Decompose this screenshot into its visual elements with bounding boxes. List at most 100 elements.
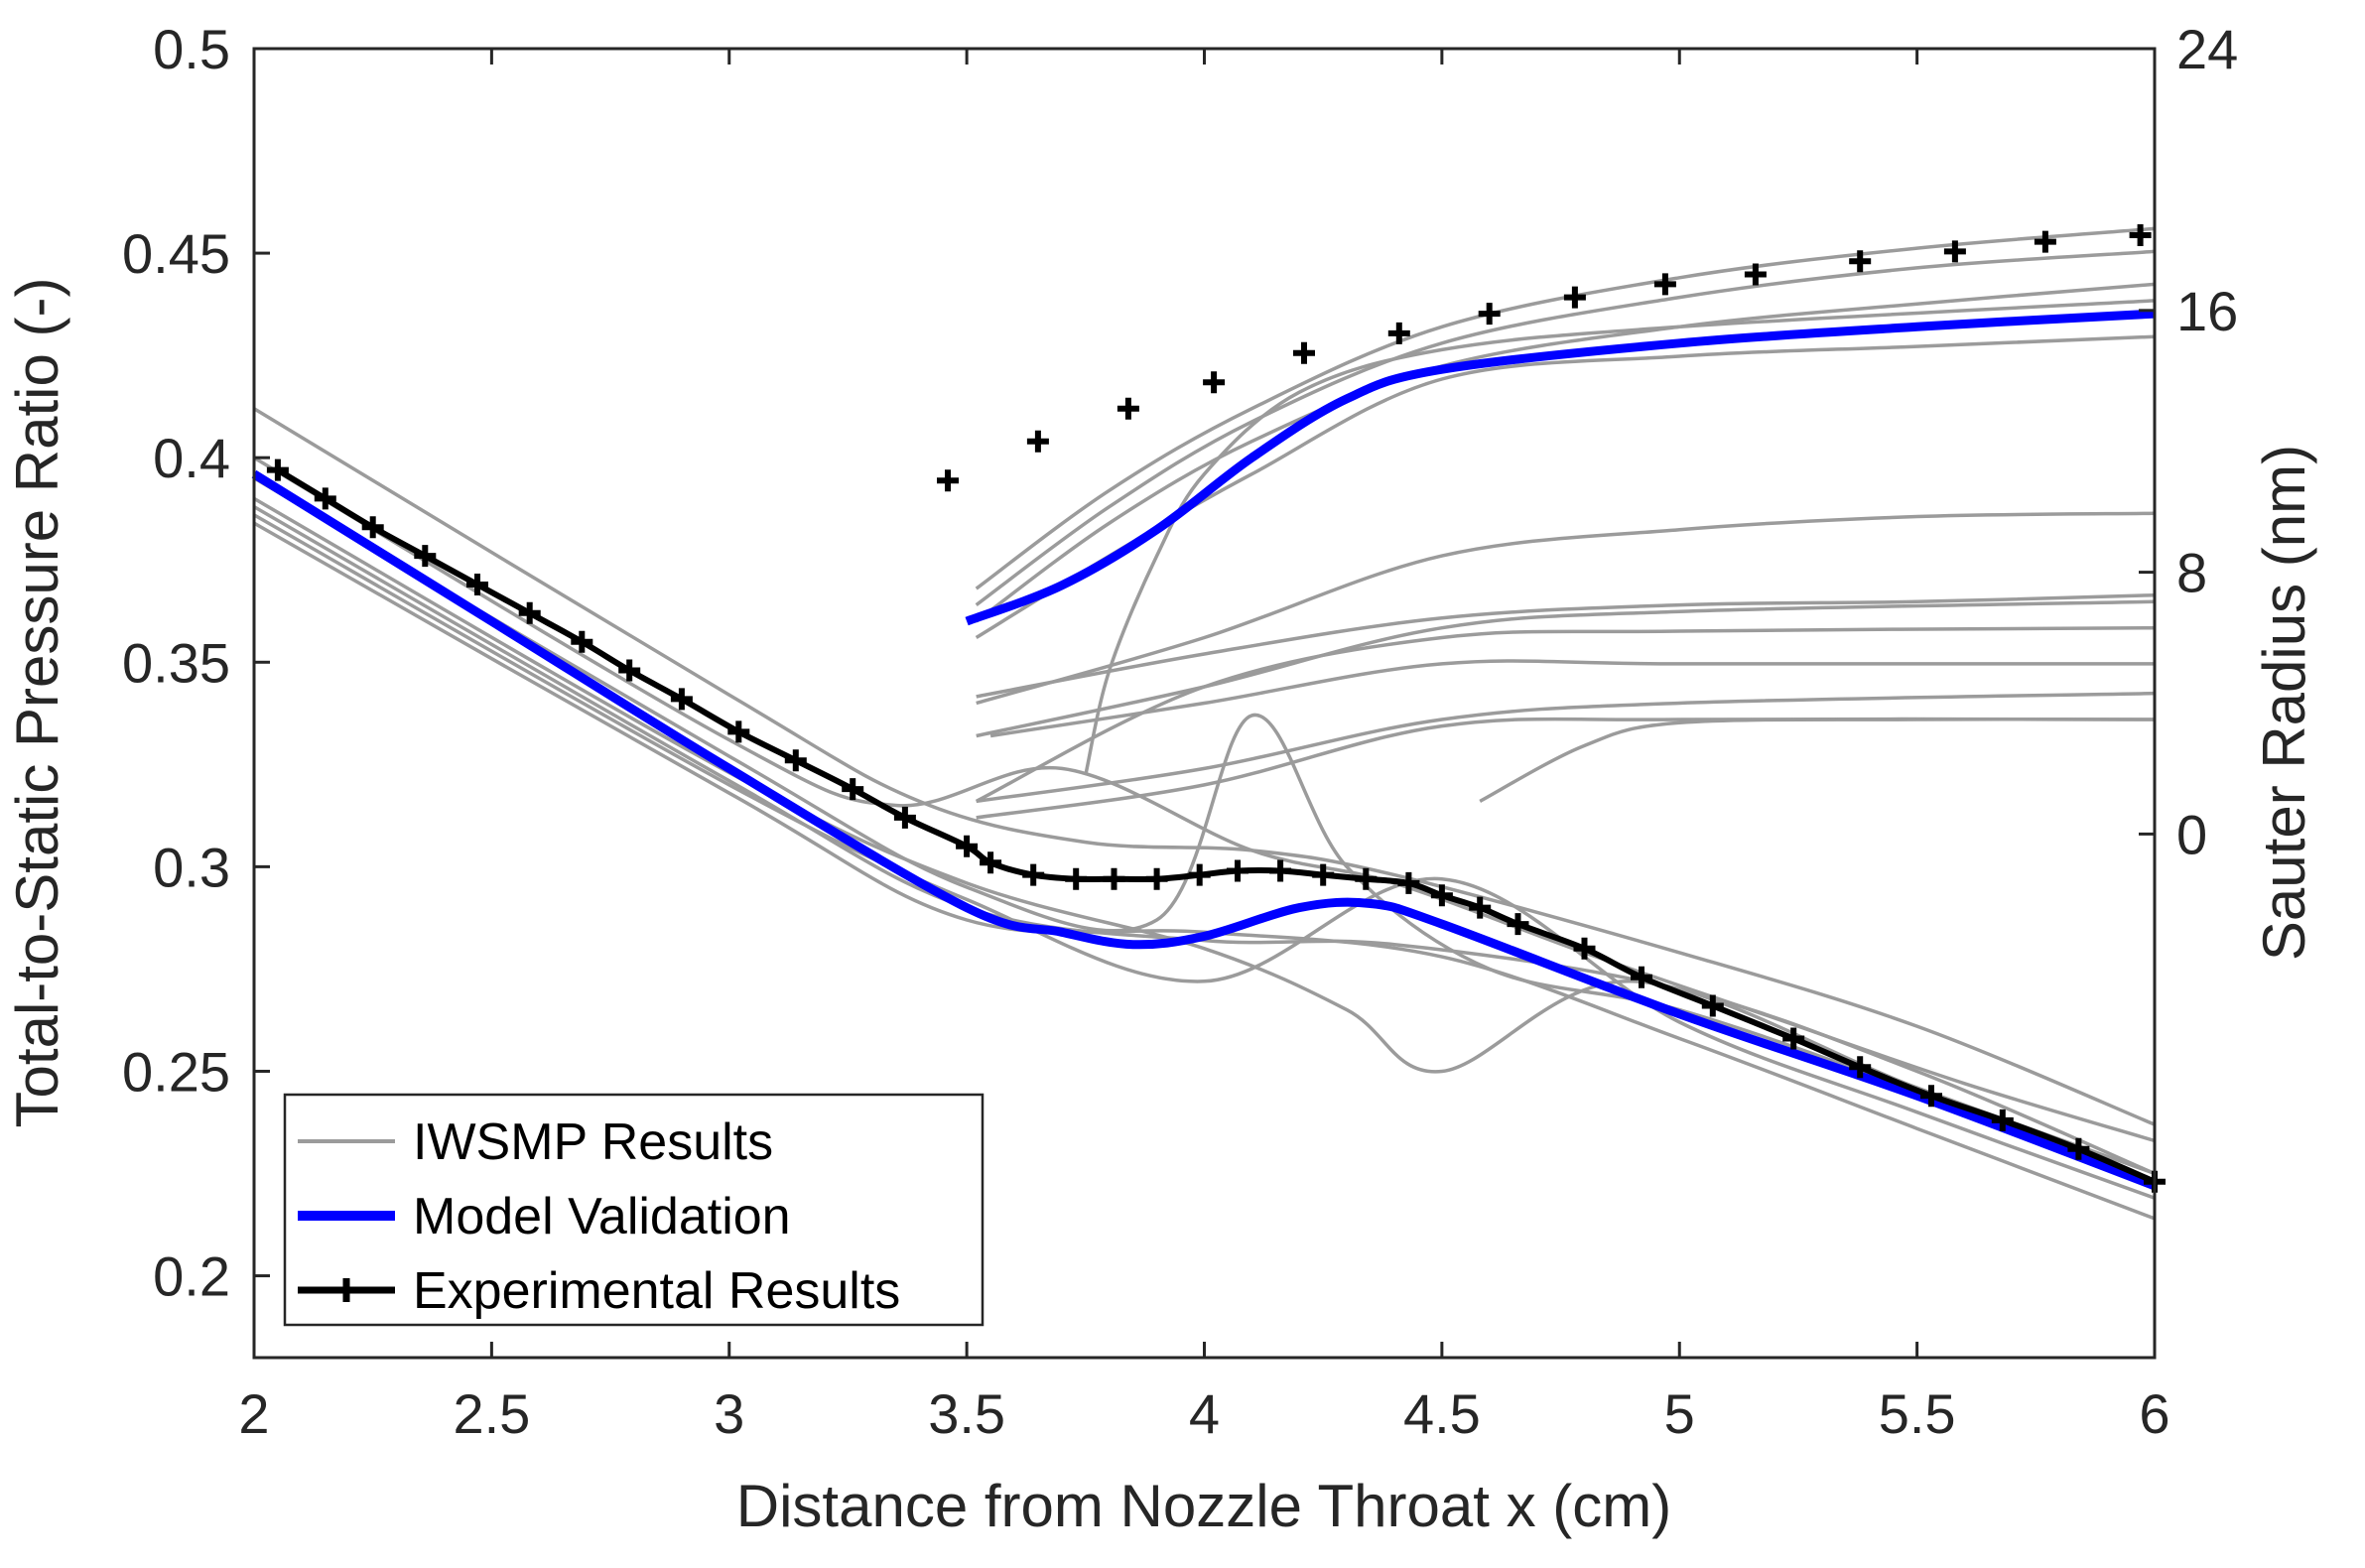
sauter-experimental-marker [2129,224,2152,246]
pressure-experimental-marker [518,601,541,624]
legend-box [283,1093,985,1327]
pressure-experimental-marker [1469,896,1492,919]
pressure-experimental-marker [1430,884,1453,907]
y-left-tick-label: 0.3 [153,836,230,898]
pressure-iwsmp-line [253,513,2156,1200]
pressure-experimental-marker [1701,994,1724,1017]
y-axis-right-label: Sauter Radius (nm) [2251,445,2317,961]
y-right-tick-label: 24 [2176,18,2238,80]
pressure-experimental-marker [670,688,693,711]
sauter-model-validation-line [965,309,2156,626]
sauter-experimental-marker [1478,303,1501,326]
pressure-experimental-marker [956,835,979,857]
pressure-model-validation-line [251,469,2157,1191]
pressure-experimental-marker [893,806,916,829]
x-tick-label: 6 [2139,1382,2169,1445]
sauter-experimental-marker [1293,341,1315,364]
sauter-iwsmp-line [975,282,2156,623]
sauter-experimental-marker [937,469,959,492]
y-axis-left-label: Total-to-Static Pressure Ratio (-) [4,278,70,1128]
pressure-experimental-marker [784,749,807,772]
pressure-experimental-marker [1782,1027,1805,1050]
sauter-iwsmp-line [1479,717,2156,803]
pressure-experimental-line [276,467,2157,1185]
pressure-experimental-marker [2067,1137,2090,1160]
pressure-experimental-marker [314,487,336,510]
sauter-iwsmp-line [976,691,2156,804]
y-left-tick-label: 0.2 [153,1245,230,1308]
sauter-iwsmp-line [975,625,2156,803]
pressure-experimental-marker [1145,867,1168,890]
pressure-experimental-marker [1991,1109,2014,1131]
sauter-iwsmp-line [989,659,2155,738]
pressure-experimental-marker [1022,863,1045,886]
y-right-tick-label: 8 [2176,542,2207,604]
x-tick-label: 4.5 [1403,1382,1481,1445]
sauter-iwsmp-lines [975,226,2156,820]
sauter-experimental-marker [1026,430,1049,453]
legend-label-experimental: Experimental Results [413,1262,900,1320]
pressure-experimental-marker [842,778,864,801]
pressure-experimental-marker [1312,863,1335,886]
x-tick-label: 5 [1664,1382,1695,1445]
pressure-iwsmp-line [253,521,2156,1221]
pressure-experimental-marker [414,545,437,568]
sauter-experimental-marker [1653,273,1676,296]
sauter-iwsmp-line [976,511,2156,706]
sauter-experimental-marker [1117,397,1139,420]
sauter-experimental-marker [1203,371,1226,394]
pressure-experimental-marker [466,574,488,595]
pressure-experimental-marker [1397,871,1420,894]
legend: IWSMP Results Model Validation Experimen… [283,1093,985,1327]
pressure-experimental-marker [1227,859,1248,882]
sauter-experimental-marker [2034,230,2056,253]
pressure-experimental-marker [1188,863,1211,886]
y-left-tick-label: 0.45 [122,222,230,285]
legend-marker-experimental [334,1278,358,1302]
pressure-experimental-marker [1631,966,1652,988]
pressure-experimental-marker [1573,937,1596,960]
y-left-tick-label: 0.5 [153,18,230,80]
x-tick-label: 2 [238,1382,269,1445]
pressure-experimental-marker [1269,859,1292,882]
pressure-experimental-marker [571,630,593,653]
pressure-experimental-marker [1103,867,1125,890]
x-tick-label: 5.5 [1879,1382,1956,1445]
pressure-experimental-marker [1355,867,1378,890]
y-right-tick-label: 16 [2176,280,2238,342]
pressure-experimental-marker [1065,867,1088,890]
x-tick-label: 2.5 [453,1382,530,1445]
pressure-experimental-marker [361,516,384,539]
experimental-lines [276,467,2157,1185]
pressure-experimental-marker [727,720,750,743]
legend-label-iwsmp: IWSMP Results [413,1113,773,1171]
axes-ticks: 2 2.5 3 3.5 4 4.5 5 5.5 6 0.2 0.25 0.3 0.35 0.4 0.45 0.… [122,18,2238,1445]
x-tick-label: 3 [714,1382,744,1445]
legend-label-model: Model Validation [413,1188,791,1245]
sauter-iwsmp-line [1084,299,2156,776]
pressure-experimental-marker [1507,913,1529,936]
y-left-tick-label: 0.4 [153,427,230,489]
pressure-experimental-marker [1849,1056,1872,1079]
experimental-markers [266,224,2166,1193]
pressure-experimental-marker [1920,1085,1942,1108]
sauter-experimental-marker [1387,322,1410,344]
x-tick-label: 4 [1189,1382,1220,1445]
sauter-iwsmp-line [975,226,2156,590]
sauter-experimental-marker [1849,250,1872,273]
y-right-tick-label: 0 [2176,803,2207,865]
pressure-experimental-marker [266,458,289,481]
pressure-iwsmp-line [253,505,2156,1176]
pressure-experimental-marker [618,659,641,682]
y-left-tick-label: 0.25 [122,1040,230,1103]
x-tick-label: 3.5 [928,1382,1005,1445]
sauter-iwsmp-line [976,599,2156,738]
sauter-experimental-marker [1943,240,1966,263]
sauter-experimental-marker [1744,263,1767,286]
pressure-experimental-marker [980,851,1002,874]
model-validation-lines [251,309,2157,1191]
sauter-experimental-marker [1563,286,1586,309]
sauter-iwsmp-line [976,592,2156,699]
y-left-tick-label: 0.35 [122,631,230,694]
